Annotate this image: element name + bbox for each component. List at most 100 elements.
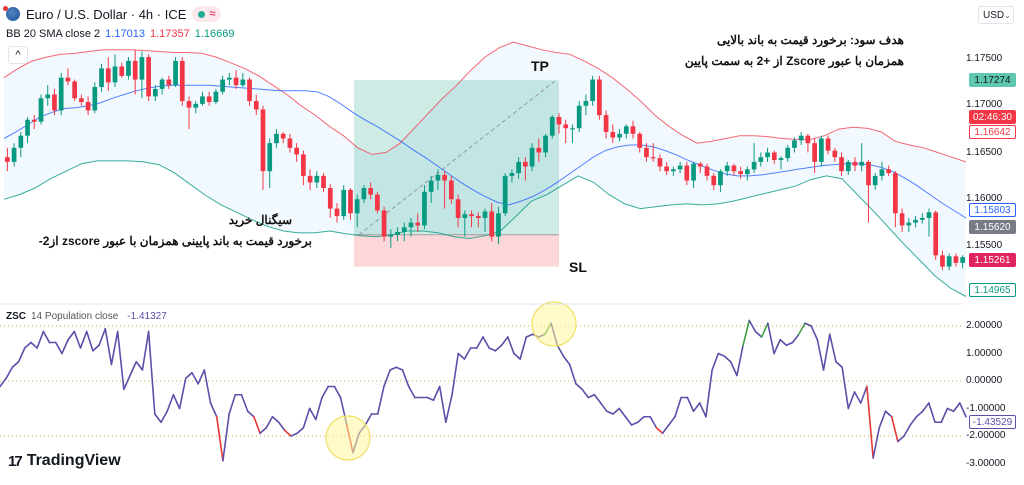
price-tick-label: 1.16500 <box>966 147 1003 158</box>
tp-label: TP <box>531 58 549 74</box>
loss-zone[interactable] <box>354 234 559 267</box>
candle <box>570 128 575 130</box>
zscore-tick-label: -2.00000 <box>966 430 1006 441</box>
candle <box>630 126 636 134</box>
price-tag: 02:46:30 <box>969 110 1016 124</box>
candle <box>859 161 865 166</box>
candle <box>805 135 811 144</box>
candle <box>866 161 871 186</box>
candle <box>79 98 84 103</box>
candle <box>247 79 252 102</box>
candle <box>610 131 616 138</box>
candle <box>489 211 495 237</box>
candle <box>475 216 481 218</box>
candle <box>623 126 629 134</box>
candle <box>287 138 293 148</box>
candle <box>724 165 730 172</box>
candlestick-series <box>5 49 965 271</box>
bollinger-band-fill <box>4 42 966 297</box>
zscore-value-tag: -1.43529 <box>969 415 1016 429</box>
candle <box>186 101 192 108</box>
candle <box>919 217 925 220</box>
bb-legend[interactable]: BB 20 SMA close 2 1.17013 1.17357 1.1666… <box>6 28 234 40</box>
candle <box>644 147 649 158</box>
candle <box>18 135 24 148</box>
candle <box>852 161 858 166</box>
candle <box>206 96 212 103</box>
zscore-legend[interactable]: ZSC 14 Population close -1.41327 <box>6 311 167 322</box>
candle <box>677 165 683 170</box>
candle <box>321 175 326 189</box>
candle <box>146 57 151 97</box>
candle <box>933 212 939 256</box>
candle <box>153 88 158 97</box>
candle <box>348 189 353 214</box>
candle <box>213 91 219 103</box>
bb-lower-line <box>3 160 967 297</box>
candle <box>469 214 474 217</box>
candle <box>509 173 515 176</box>
candle <box>718 171 723 186</box>
candle <box>38 98 44 122</box>
zscore-pane <box>0 319 967 462</box>
candle <box>872 175 878 186</box>
price-tag: 1.14965 <box>969 283 1016 297</box>
candle <box>354 199 360 214</box>
highlight-circle <box>325 415 371 461</box>
candle <box>159 79 165 89</box>
currency-select[interactable]: USD ⌄ <box>978 6 1014 24</box>
candle <box>926 212 932 218</box>
candle <box>408 222 414 228</box>
candle <box>401 227 407 232</box>
price-tag: 1.15803 <box>969 203 1016 217</box>
candle <box>657 158 663 167</box>
zscore-label: ZSC <box>6 311 26 322</box>
symbol-title[interactable]: Euro / U.S. Dollar · 4h · ICE <box>26 6 187 22</box>
candle <box>845 161 851 172</box>
candle <box>758 157 764 162</box>
market-status-pill[interactable]: ≈ <box>192 6 222 22</box>
candle <box>395 231 400 235</box>
candle <box>72 81 77 99</box>
tradingview-logo-text: TradingView <box>26 452 121 469</box>
tradingview-logo[interactable]: 17 TradingView <box>8 452 121 470</box>
bb-basis-value: 1.17013 <box>105 28 145 40</box>
zscore-tick-label: -3.00000 <box>966 458 1006 469</box>
candle <box>819 138 824 162</box>
candle <box>126 60 131 76</box>
price-tag: 1.17274 <box>969 73 1016 87</box>
candle <box>415 222 421 226</box>
candle <box>765 152 770 158</box>
candle <box>771 152 777 160</box>
price-tag: 1.15620 <box>969 220 1016 234</box>
tradingview-mark-icon: 17 <box>8 452 23 470</box>
candle <box>462 214 468 218</box>
candle <box>25 119 30 136</box>
candle <box>280 133 286 139</box>
candle <box>960 257 965 263</box>
candle <box>240 79 246 86</box>
candle <box>435 174 441 181</box>
candle <box>529 147 535 167</box>
price-tick-label: 1.17000 <box>966 99 1003 110</box>
symbol-header[interactable]: Euro / U.S. Dollar · 4h · ICE ≈ <box>3 6 222 22</box>
bb-label: BB 20 SMA close 2 <box>6 28 101 40</box>
candle <box>105 68 111 83</box>
candle <box>31 119 37 122</box>
candle <box>119 66 125 76</box>
candle <box>590 79 595 102</box>
candle <box>549 116 555 136</box>
candle <box>603 115 609 132</box>
candle <box>179 60 185 102</box>
bb-upper-value: 1.17357 <box>149 28 190 40</box>
collapse-legend-button[interactable]: ^ <box>8 46 28 64</box>
candle <box>274 133 279 144</box>
candle <box>738 171 743 175</box>
band-fill <box>4 42 966 297</box>
candle <box>368 188 373 195</box>
highlight-circles <box>325 301 577 461</box>
candle <box>5 157 10 162</box>
candle <box>65 77 71 82</box>
price-tick-label: 1.16000 <box>966 193 1003 204</box>
